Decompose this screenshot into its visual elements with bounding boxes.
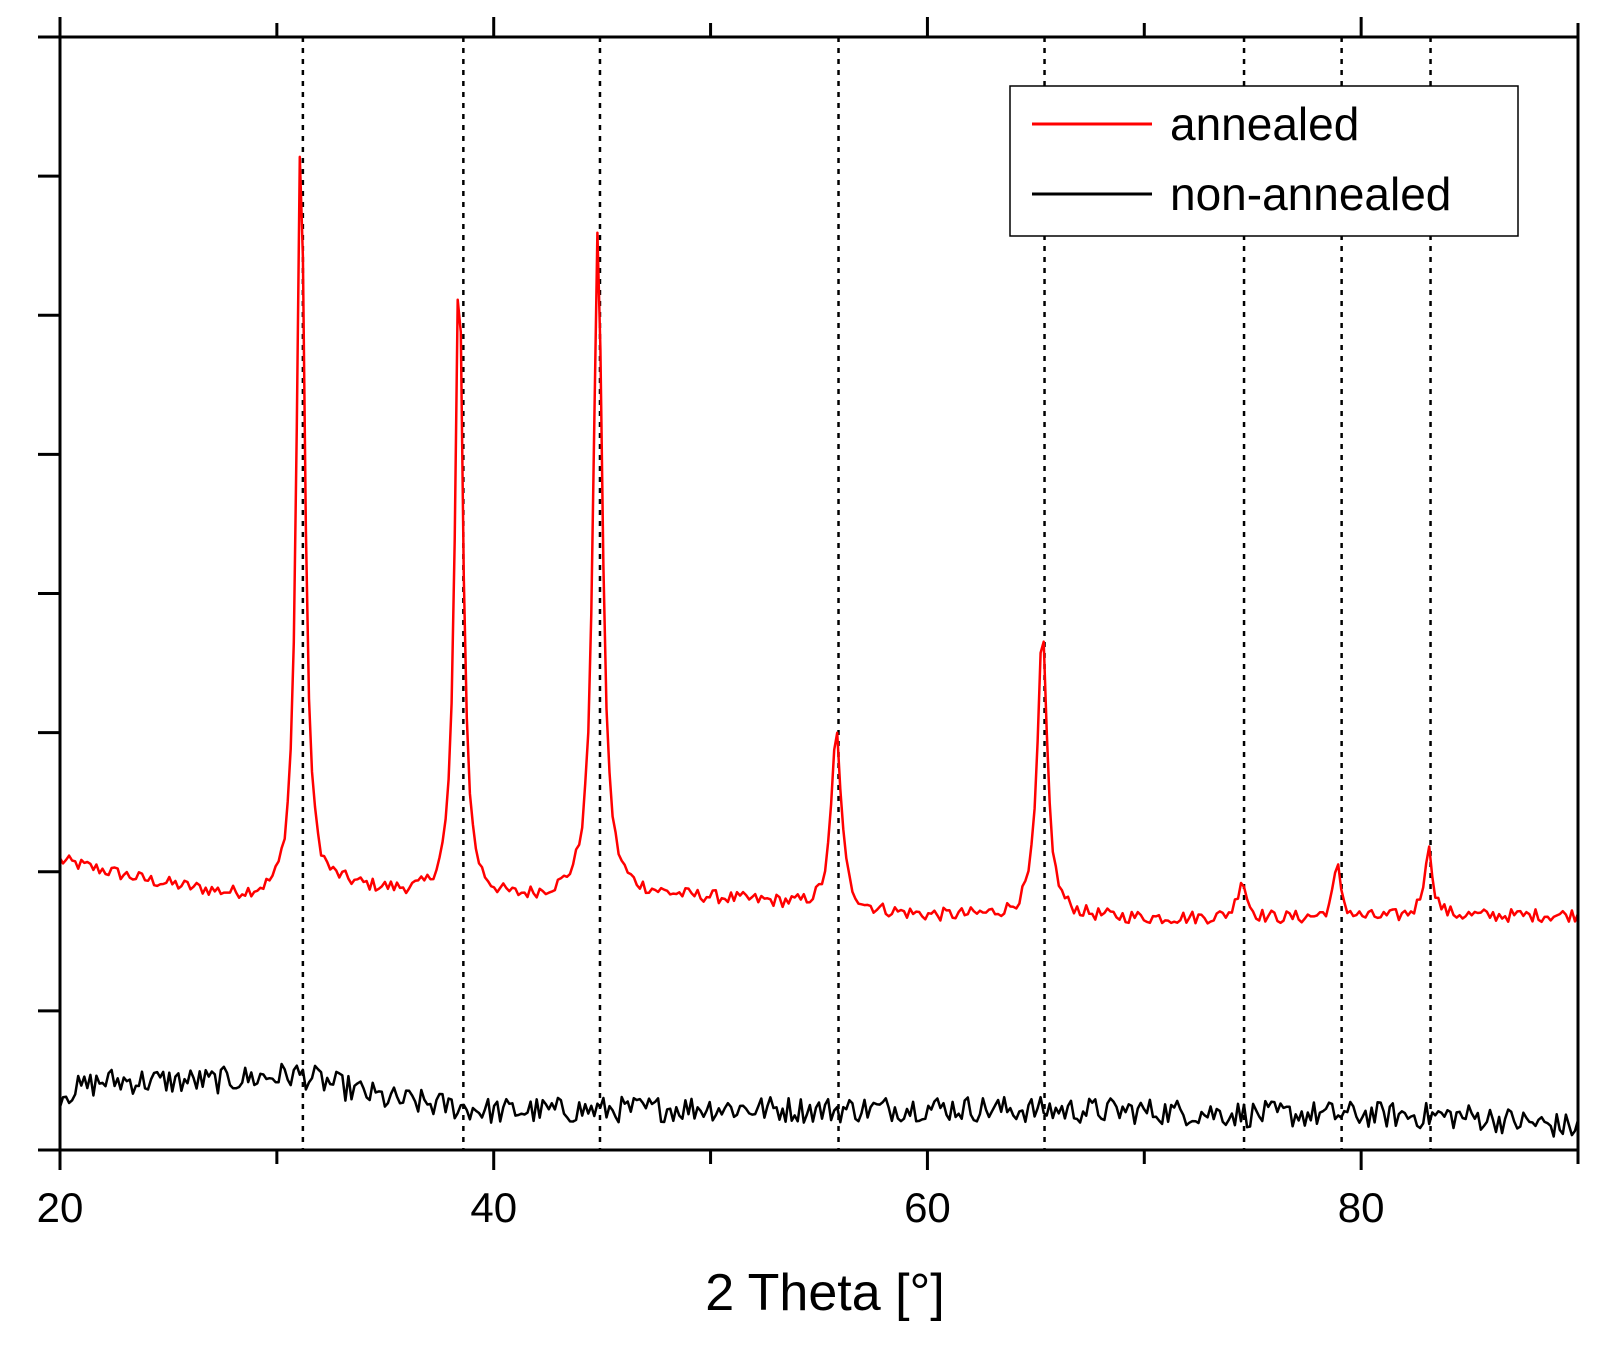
reference-lines xyxy=(301,37,1432,1150)
x-axis-ticks: 20 40 60 80 xyxy=(37,17,1580,1231)
x-tick-label-1: 40 xyxy=(470,1184,517,1231)
legend-label-non-annealed: non-annealed xyxy=(1170,168,1451,220)
legend-box xyxy=(1009,85,1519,237)
series-line-annealed xyxy=(58,155,1580,925)
legend: annealed non-annealed xyxy=(1009,85,1519,237)
series-line-non-annealed xyxy=(58,1062,1580,1138)
x-tick-label-0: 20 xyxy=(37,1184,84,1231)
series-layer xyxy=(58,155,1580,1138)
x-tick-label-2: 60 xyxy=(904,1184,951,1231)
y-axis-ticks xyxy=(38,35,60,1152)
x-axis-title: 2 Theta [°] xyxy=(705,1264,945,1322)
legend-label-annealed: annealed xyxy=(1170,98,1359,150)
x-tick-label-3: 80 xyxy=(1338,1184,1385,1231)
